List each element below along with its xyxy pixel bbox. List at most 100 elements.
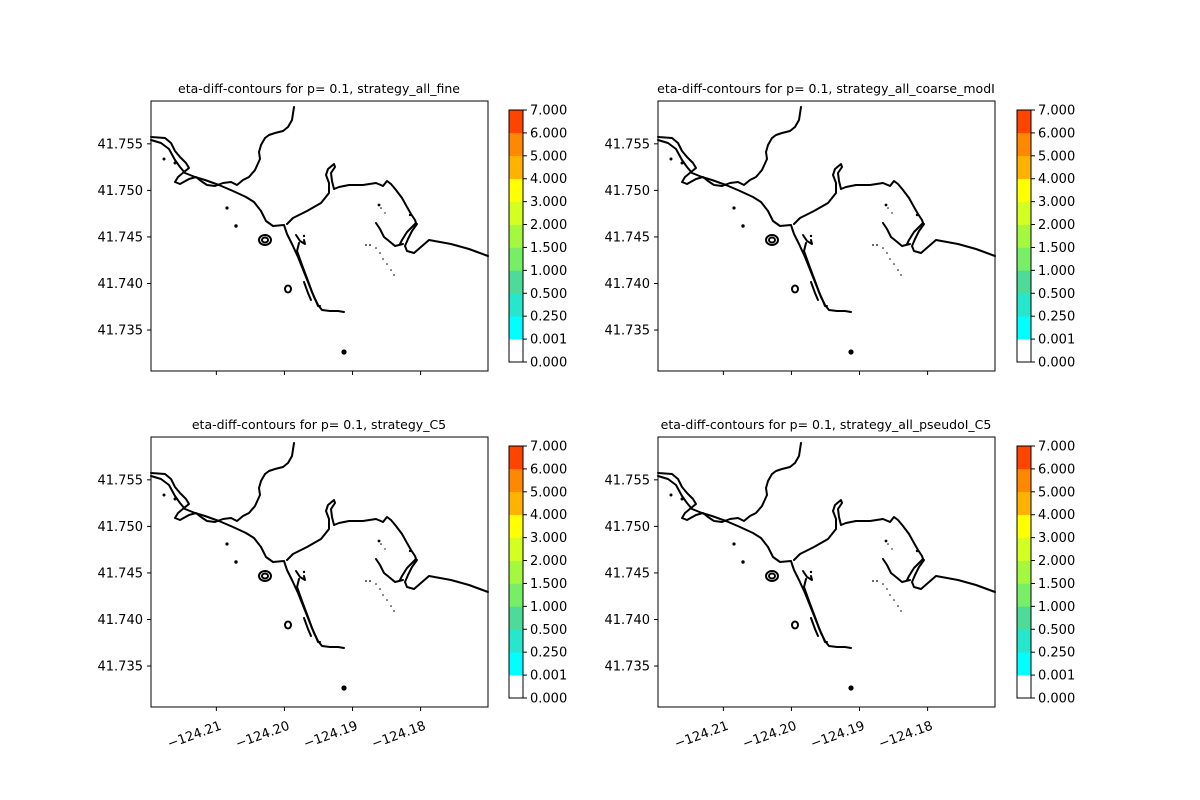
y-tick-label: 41.735 [98,324,144,339]
y-tick-label: 41.735 [605,660,651,675]
colorbar-band [1017,178,1031,202]
y-tick-label: 41.745 [605,566,651,581]
colorbar-band [509,583,523,607]
x-tick-label: −124.21 [166,719,224,752]
colorbar-label: 1.000 [1038,600,1075,615]
colorbar-band [509,178,523,202]
y-tick-label: 41.735 [605,324,651,339]
colorbar-band [509,675,523,699]
colorbar: 0.000 0.001 0.250 0.500 1.000 1.500 2.000 3.000… [508,104,567,371]
colorbar-label: 4.000 [1038,508,1075,523]
y-tick-label: 41.755 [605,473,651,488]
x-tick-label: −124.18 [877,719,935,752]
colorbar-band [1017,339,1031,363]
colorbar-label: 3.000 [530,531,567,546]
y-axis-ticks: 41.735 41.740 41.745 41.750 41.755 [605,137,658,339]
y-tick-label: 41.735 [98,660,144,675]
colorbar-label: 1.000 [530,600,567,615]
y-tick-label: 41.750 [98,520,144,535]
x-axis-ticks [722,371,929,375]
colorbar-label: 5.000 [1038,149,1075,164]
colorbar-label: 3.000 [1038,195,1075,210]
colorbar-band [509,537,523,561]
x-tick-label: −124.20 [741,719,799,752]
y-tick-label: 41.750 [605,184,651,199]
colorbar-label: 1.500 [1038,577,1075,592]
colorbar-band [509,247,523,271]
colorbar-band [1017,583,1031,607]
colorbar-band [509,201,523,225]
colorbar-label: 0.250 [530,310,567,325]
plot-area [150,436,489,708]
y-tick-label: 41.740 [605,613,651,628]
subplot-strategy-all-fine: eta-diff-contours for p= 0.1, strategy_a… [98,81,567,375]
colorbar-band [1017,514,1031,538]
colorbar-outline [1016,109,1032,363]
colorbar-label: 1.500 [1038,241,1075,256]
colorbar-label: 0.250 [530,646,567,661]
colorbar-label: 1.500 [530,241,567,256]
subplot-title: eta-diff-contours for p= 0.1, strategy_a… [661,417,992,432]
y-tick-label: 41.755 [98,473,144,488]
colorbar-band [1017,247,1031,271]
colorbar-label: 5.000 [1038,485,1075,500]
colorbar-label: 0.500 [1038,287,1075,302]
colorbar-label: 4.000 [530,508,567,523]
x-axis-ticks: −124.21 −124.20 −124.19 −124.18 [673,707,935,752]
colorbar-label: 0.001 [1038,333,1075,348]
colorbar-band [1017,316,1031,340]
colorbar-label: 0.500 [1038,623,1075,638]
y-tick-label: 41.740 [98,277,144,292]
colorbar-label: 4.000 [1038,172,1075,187]
plot-area [657,436,996,708]
colorbar-band [509,293,523,317]
colorbar-band [509,110,523,134]
colorbar-label: 7.000 [530,440,567,455]
colorbar-label: 2.000 [1038,554,1075,569]
colorbar-label: 0.001 [1038,669,1075,684]
y-tick-label: 41.750 [98,184,144,199]
x-tick-label: −124.19 [809,719,867,752]
colorbar-label: 0.250 [1038,646,1075,661]
colorbar-label: 0.001 [530,333,567,348]
colorbar-band [1017,110,1031,134]
plot-area [657,100,996,372]
colorbar-band [509,468,523,493]
x-tick-label: −124.20 [234,719,292,752]
colorbar-label: 6.000 [1038,462,1075,477]
colorbar-label: 5.000 [530,149,567,164]
x-axis-ticks [215,371,422,375]
colorbar-label: 5.000 [530,485,567,500]
y-tick-label: 41.755 [98,137,144,152]
colorbar-band [509,560,523,584]
x-tick-label: −124.19 [302,719,360,752]
colorbar-outline [508,109,524,363]
colorbar-band [509,155,523,180]
x-axis-ticks: −124.21 −124.20 −124.19 −124.18 [166,707,428,752]
colorbar-band [509,652,523,676]
colorbar-band [1017,132,1031,157]
colorbar-outline [1016,445,1032,699]
subplot-title: eta-diff-contours for p= 0.1, strategy_a… [178,81,460,96]
y-axis-ticks: 41.735 41.740 41.745 41.750 41.755 [605,473,658,675]
y-tick-label: 41.755 [605,137,651,152]
colorbar-band [1017,468,1031,493]
colorbar: 0.000 0.001 0.250 0.500 1.000 1.500 2.000 3.000… [1016,104,1075,371]
colorbar: 0.000 0.001 0.250 0.500 1.000 1.500 2.000 3.000… [1016,440,1075,707]
colorbar-label: 7.000 [1038,104,1075,119]
colorbar-label: 6.000 [530,126,567,141]
colorbar-band [509,270,523,294]
colorbar-band [1017,652,1031,676]
x-tick-label: −124.21 [673,719,731,752]
colorbar-label: 0.000 [530,692,567,707]
colorbar-label: 1.000 [1038,264,1075,279]
colorbar-label: 0.500 [530,623,567,638]
plot-area [150,100,489,372]
colorbar-band [1017,293,1031,317]
colorbar-label: 1.000 [530,264,567,279]
y-tick-label: 41.745 [98,566,144,581]
subplot-title: eta-diff-contours for p= 0.1, strategy_a… [657,81,995,96]
y-tick-label: 41.740 [98,613,144,628]
colorbar-label: 0.000 [530,356,567,371]
colorbar-label: 1.500 [530,577,567,592]
